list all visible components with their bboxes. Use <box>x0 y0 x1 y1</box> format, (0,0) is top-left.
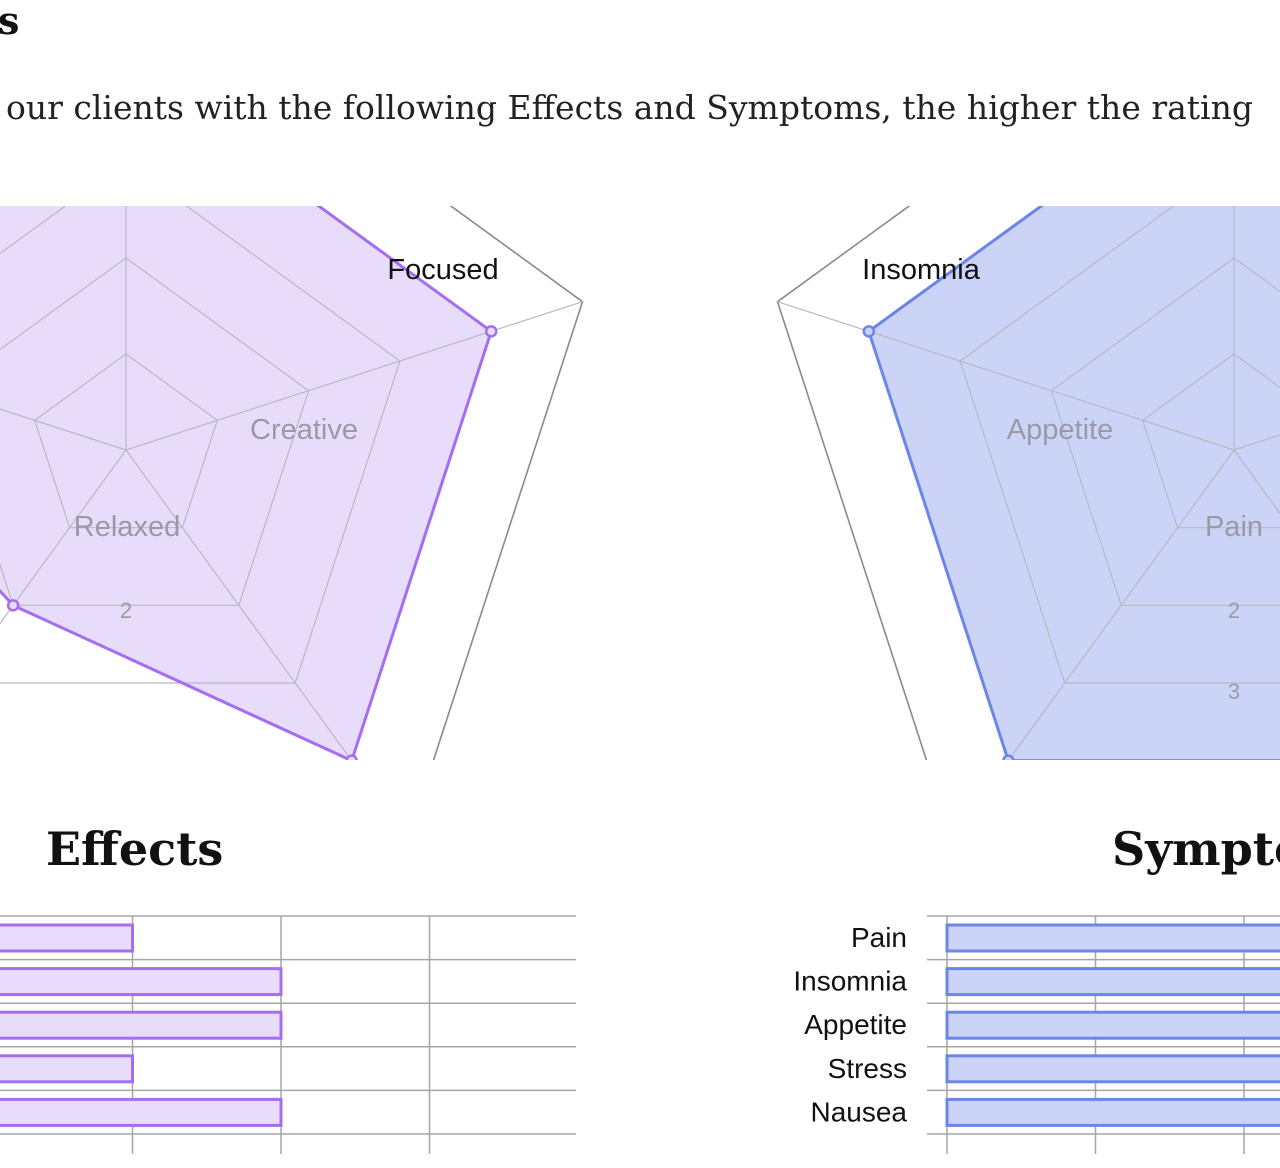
effects-spoke <box>0 449 127 625</box>
effects-axis-label: Relaxed <box>74 511 180 543</box>
symptoms-tick-label: 3 <box>1228 679 1240 704</box>
effects-title: Effects <box>46 822 224 876</box>
symptoms-radar-line <box>867 206 1280 760</box>
symptoms-bar-chart: Pain Insomnia Appetite Stress Nausea <box>793 915 1280 1154</box>
effects-spoke <box>125 301 583 451</box>
symptoms-axis-label: Insomnia <box>862 254 981 286</box>
effects-tick-label: 2 <box>120 598 132 623</box>
symptoms-radar-area <box>868 206 1280 760</box>
effects-radar-point <box>484 325 498 338</box>
effects-axis-label: Creative <box>250 414 358 446</box>
effects-radar-area <box>0 206 492 760</box>
effects-bar <box>0 923 134 953</box>
symptoms-bar <box>945 1010 1280 1040</box>
effects-grid-ring <box>432 206 584 760</box>
symptoms-category-label: Pain <box>851 922 907 953</box>
symptoms-tick-label: 2 <box>1228 598 1240 623</box>
effects-radar: Focused Creative Relaxed 2 <box>0 206 584 760</box>
symptoms-category-label: Appetite <box>804 1009 907 1040</box>
symptoms-radar-point <box>862 325 876 338</box>
symptoms-grid-ring <box>776 206 928 760</box>
radar-charts: Focused Creative Relaxed 2 Insomnia Appetite P… <box>0 206 1280 760</box>
symptoms-bar <box>945 1097 1280 1127</box>
bar-charts: Pain Insomnia Appetite Stress Nausea <box>0 915 1280 1154</box>
symptoms-spoke <box>777 301 1235 451</box>
symptoms-bar <box>945 923 1280 953</box>
effects-radar-point <box>6 599 20 612</box>
effects-bar-chart <box>0 915 576 1154</box>
effects-grid-ring <box>33 353 219 529</box>
intro-text: our clients with the following Effects a… <box>6 88 1253 127</box>
symptoms-spoke <box>1008 449 1235 760</box>
effects-bar <box>0 1054 134 1084</box>
symptoms-grid-ring <box>1141 353 1280 529</box>
symptoms-axis-label: Appetite <box>1007 414 1113 446</box>
effects-grid-ring <box>0 257 310 606</box>
symptoms-axis-label: Pain <box>1205 511 1263 543</box>
symptoms-grid-ring <box>959 206 1280 684</box>
effects-spoke <box>125 449 352 760</box>
symptoms-title: Sympto <box>1112 822 1280 876</box>
symptoms-radar: Insomnia Appetite Pain 2 3 <box>776 206 1280 760</box>
symptoms-radar-point <box>1002 754 1015 760</box>
symptoms-category-label: Nausea <box>810 1096 907 1127</box>
effects-bar <box>0 1010 283 1040</box>
symptoms-category-label: Insomnia <box>793 966 907 997</box>
symptoms-bar <box>945 967 1280 997</box>
effects-grid-ring <box>0 206 401 684</box>
page-heading: s <box>0 0 20 43</box>
symptoms-bar <box>945 1054 1280 1084</box>
effects-radar-line <box>0 206 493 760</box>
symptoms-grid-ring <box>1050 257 1280 606</box>
effects-axis-label: Focused <box>387 254 498 286</box>
symptoms-category-label: Stress <box>828 1053 907 1084</box>
effects-radar-point <box>345 754 358 760</box>
effects-bar <box>0 967 283 997</box>
effects-bar <box>0 1097 283 1127</box>
effects-spoke <box>0 408 127 451</box>
